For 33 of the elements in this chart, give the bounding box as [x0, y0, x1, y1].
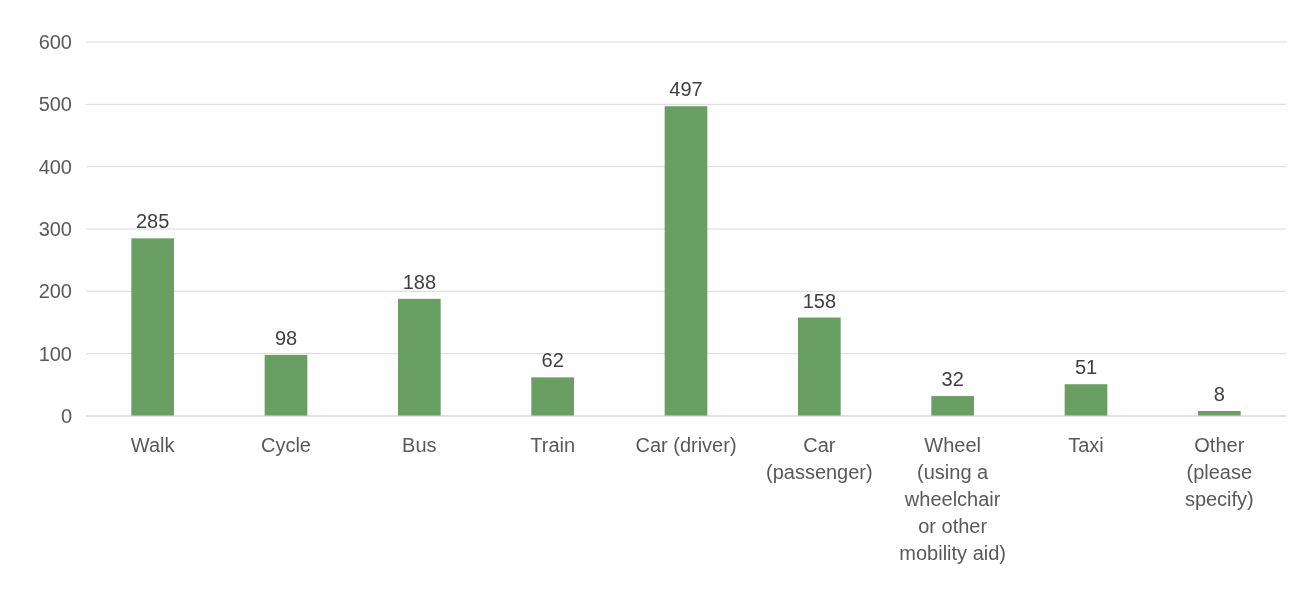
- x-tick-label: Cycle: [260, 434, 312, 456]
- bar: [931, 396, 974, 416]
- bar: [664, 106, 708, 416]
- x-tick-label: Car (passenger): [765, 434, 873, 483]
- y-tick-label: 500: [38, 93, 72, 116]
- bar: [531, 377, 574, 416]
- data-label: 62: [541, 349, 564, 372]
- bar: [1064, 384, 1108, 416]
- x-tick-label: Train: [530, 434, 576, 456]
- bar: [798, 317, 841, 416]
- y-tick-label: 600: [38, 31, 72, 53]
- bar: [131, 238, 174, 416]
- data-label: 98: [274, 326, 298, 349]
- bar: [398, 298, 441, 416]
- y-tick-label: 100: [38, 342, 72, 365]
- data-label: 285: [135, 210, 170, 233]
- x-tick-label: Wheel (using a wheelchair or other mobility aid): [899, 434, 1007, 564]
- x-tick-label: Walk: [130, 434, 176, 456]
- data-label: 497: [669, 78, 703, 101]
- x-tick-label: Bus: [402, 434, 437, 456]
- data-label: 158: [802, 289, 837, 312]
- data-label: 32: [941, 368, 964, 391]
- data-label: 51: [1074, 356, 1098, 379]
- bar: [264, 354, 308, 416]
- data-label: 188: [402, 270, 437, 293]
- y-tick-label: 0: [60, 405, 72, 427]
- x-tick-label: Car (driver): [635, 434, 737, 456]
- data-label: 8: [1213, 383, 1225, 406]
- x-tick-label: Taxi: [1068, 434, 1104, 456]
- y-tick-label: 300: [38, 218, 72, 240]
- x-tick-label: Other (please specify): [1184, 434, 1254, 510]
- y-tick-label: 400: [38, 155, 72, 178]
- y-tick-label: 200: [38, 280, 72, 303]
